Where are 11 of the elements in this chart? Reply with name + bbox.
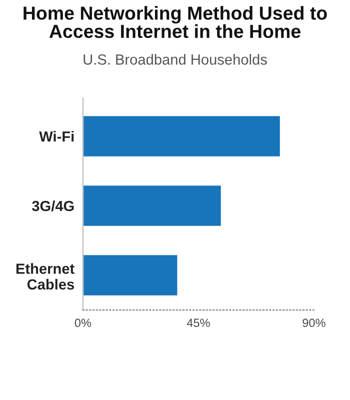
- y-tick-label: Ethernet Cables: [16, 263, 74, 290]
- x-tick-label: 90%: [302, 318, 326, 328]
- y-tick-label: Wi-Fi: [39, 130, 74, 142]
- x-tick-label: 0%: [74, 318, 92, 328]
- bar: [82, 254, 179, 297]
- bar: [82, 114, 282, 158]
- bar: [82, 184, 222, 228]
- y-tick-label: 3G/4G: [32, 200, 74, 212]
- chart-subtitle: U.S. Broadband Households: [84, 54, 267, 65]
- x-tick-label: 45%: [186, 318, 210, 328]
- chart-title: Home Networking Method Used to Access Internet in the Home: [24, 6, 327, 38]
